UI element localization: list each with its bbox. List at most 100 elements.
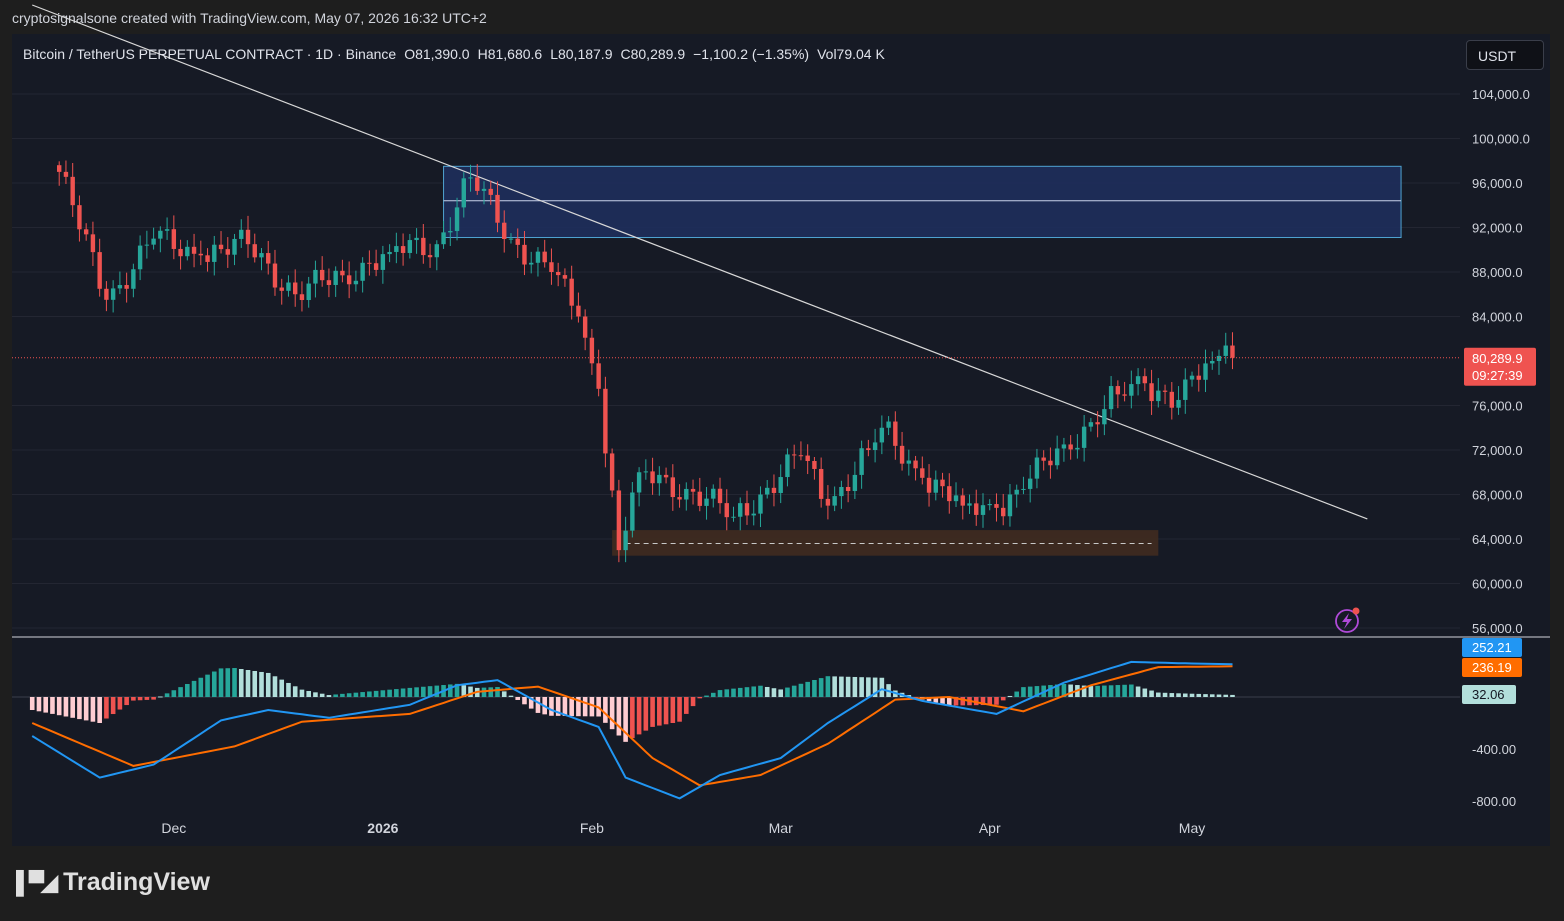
- histogram-bar: [124, 697, 129, 706]
- tradingview-mark-icon: ▌▀◢: [16, 869, 58, 895]
- histogram-bar: [731, 688, 736, 697]
- histogram-bar: [508, 695, 514, 697]
- candle-body: [1041, 457, 1046, 461]
- histogram-bar: [657, 697, 662, 726]
- price-tick-label: 88,000.0: [1472, 265, 1523, 280]
- histogram-bar: [744, 687, 750, 697]
- candle-body: [502, 222, 507, 239]
- histogram-bar: [137, 697, 143, 701]
- histogram-bar: [245, 669, 251, 697]
- candle-body: [151, 238, 156, 245]
- histogram-bar: [946, 697, 952, 706]
- candle-body: [1129, 384, 1134, 396]
- histogram-bar: [785, 687, 790, 697]
- candle-body: [879, 427, 885, 443]
- currency-button[interactable]: USDT: [1466, 40, 1544, 70]
- histogram-bar: [987, 697, 993, 705]
- candle-body: [110, 288, 116, 300]
- histogram-bar: [326, 695, 332, 697]
- candle-body: [144, 244, 150, 246]
- histogram-bar: [825, 676, 831, 697]
- candle-body: [306, 283, 311, 301]
- candle-body: [83, 229, 89, 235]
- candle-body: [609, 453, 615, 491]
- histogram-bar: [555, 697, 561, 716]
- candle-body: [866, 448, 871, 450]
- candle-body: [555, 272, 561, 276]
- histogram-bar: [549, 697, 554, 716]
- histogram-bar: [90, 697, 96, 722]
- price-tick-label: 84,000.0: [1472, 310, 1523, 325]
- price-tick-label: 56,000.0: [1472, 621, 1523, 636]
- histogram-bar: [818, 678, 824, 697]
- candle-body: [731, 516, 736, 518]
- histogram-bar: [1122, 684, 1127, 697]
- candle-body: [798, 455, 804, 457]
- histogram-bar: [1196, 693, 1202, 697]
- histogram-bar: [70, 697, 75, 718]
- histogram-bar: [1068, 684, 1073, 697]
- time-axis-label: Feb: [580, 820, 604, 836]
- candle-body: [805, 455, 810, 461]
- candle-body: [104, 288, 109, 300]
- histogram-bar: [866, 677, 871, 697]
- candle-body: [191, 246, 197, 254]
- candle-body: [933, 479, 938, 493]
- candle-body: [825, 498, 831, 506]
- histogram-bar: [1061, 684, 1067, 697]
- candle-body: [225, 249, 230, 255]
- histogram-bar: [616, 697, 622, 736]
- histogram-bar: [151, 697, 156, 700]
- candle-body: [1095, 422, 1100, 425]
- grid-lines: [12, 93, 1550, 638]
- histogram-bar: [272, 676, 278, 697]
- candle-body: [1081, 426, 1087, 448]
- candle-body: [495, 194, 500, 223]
- histogram-bar: [1203, 694, 1208, 697]
- histogram-bar: [43, 697, 49, 713]
- histogram-bar: [191, 680, 197, 697]
- histogram-bar: [737, 687, 743, 697]
- candle-body: [589, 337, 595, 364]
- candle-body: [926, 477, 932, 493]
- histogram-bar: [522, 697, 527, 705]
- candle-body: [245, 229, 251, 245]
- histogram-bar: [798, 683, 804, 697]
- candle-body: [218, 244, 224, 250]
- candle-body: [771, 487, 777, 493]
- histogram-bar: [1169, 693, 1175, 697]
- candle-body: [576, 305, 581, 317]
- histogram-bar: [812, 679, 817, 697]
- histogram-bar: [286, 682, 291, 697]
- histogram-bar: [185, 684, 190, 697]
- histogram-bar: [36, 697, 42, 712]
- histogram-bar: [158, 696, 163, 698]
- candle-body: [677, 497, 682, 500]
- histogram-bar: [845, 676, 851, 697]
- time-axis-label: Mar: [769, 820, 793, 836]
- histogram-bar: [1176, 693, 1181, 697]
- candle-body: [461, 178, 466, 208]
- histogram-bar: [400, 688, 406, 697]
- candle-body: [744, 503, 750, 516]
- candle-body: [987, 504, 992, 506]
- candle-body: [940, 479, 945, 487]
- candle-body: [1034, 457, 1040, 479]
- low-value: L80,187.9: [550, 46, 612, 62]
- time-axis-label: 2026: [367, 820, 398, 836]
- histogram-bar: [427, 686, 433, 697]
- chart-credit: cryptosignalsone created with TradingVie…: [12, 10, 487, 26]
- candle-body: [205, 255, 210, 262]
- high-value: H81,680.6: [478, 46, 543, 62]
- candle-body: [1054, 448, 1060, 466]
- time-axis: Dec 2026 Feb Mar Apr May: [161, 820, 1205, 836]
- candle-body: [899, 445, 905, 464]
- histogram-bar: [879, 677, 885, 697]
- candle-body: [906, 460, 912, 464]
- candle-body: [1135, 376, 1141, 385]
- histogram-bar: [1162, 692, 1168, 697]
- candle-body: [630, 492, 635, 531]
- candle-body: [70, 176, 75, 206]
- histogram-bar: [872, 677, 878, 697]
